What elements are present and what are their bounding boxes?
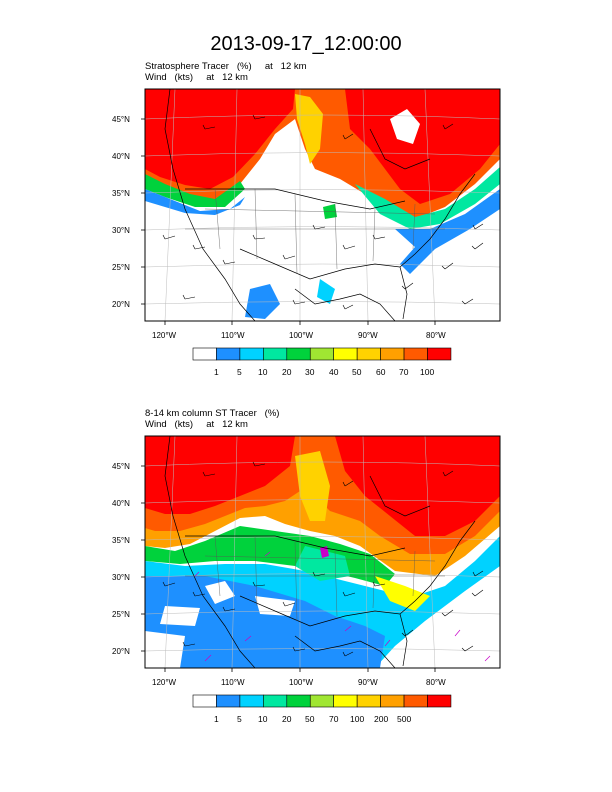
- panel2-subtitle-wind: Wind (kts) at 12 km: [145, 419, 248, 430]
- panel2-colorbar-bin-10: [427, 694, 452, 708]
- panel2-lon-label-110: 110°W: [221, 678, 245, 687]
- panel2-colorbar-bin-8: [380, 694, 405, 708]
- panel1-colorbar: [192, 347, 452, 361]
- panel1-colorbar-bin-3: [263, 347, 288, 361]
- panel1-colorbar-label: 50: [352, 367, 362, 377]
- panel1-lat-label-25: 25°N: [112, 263, 130, 272]
- panel1-lon-label-80: 80°W: [426, 331, 446, 340]
- panel2-lat-label-35: 35°N: [112, 536, 130, 545]
- panel1-colorbar-bin-1: [216, 347, 241, 361]
- panel2-map: [141, 435, 501, 672]
- panel2-colorbar-label: 20: [282, 714, 292, 724]
- panel1-lat-label-35: 35°N: [112, 189, 130, 198]
- panel2-colorbar-label: 1: [214, 714, 219, 724]
- panel2-colorbar-label: 50: [305, 714, 315, 724]
- panel2-colorbar-label: 200: [374, 714, 389, 724]
- panel2-colorbar-bin-9: [403, 694, 428, 708]
- panel1-colorbar-label: 70: [399, 367, 409, 377]
- panel1-lon-label-110: 110°W: [221, 331, 245, 340]
- figure-title: 2013-09-17_12:00:00: [210, 33, 402, 55]
- panel2-colorbar-label: 10: [258, 714, 268, 724]
- panel1-colorbar-label: 10: [258, 367, 268, 377]
- panel1-lon-label-120: 120°W: [152, 331, 177, 340]
- panel2-lon-label-80: 80°W: [426, 678, 446, 687]
- panel2-lon-label-120: 120°W: [152, 678, 177, 687]
- panel2-lat-label-45: 45°N: [112, 462, 130, 471]
- panel1-colorbar-label: 40: [329, 367, 339, 377]
- panel1-lat-label-40: 40°N: [112, 152, 130, 161]
- panel2-lon-label-90: 90°W: [358, 678, 378, 687]
- panel1-colorbar-bin-0: [192, 347, 217, 361]
- panel2-subtitle-tracer: 8-14 km column ST Tracer (%): [145, 408, 280, 419]
- panel1-lon-label-90: 90°W: [358, 331, 378, 340]
- panel1-lat-label-20: 20°N: [112, 300, 130, 309]
- panel1-colorbar-bin-5: [309, 347, 335, 361]
- panel2-lat-label-20: 20°N: [112, 647, 130, 656]
- panel1-colorbar-bin-10: [427, 347, 452, 361]
- panel2-colorbar-label: 500: [397, 714, 412, 724]
- panel2-colorbar-bin-3: [263, 694, 288, 708]
- panel1-lat-label-30: 30°N: [112, 226, 130, 235]
- panel1-colorbar-label: 20: [282, 367, 292, 377]
- panel2-lat-label-40: 40°N: [112, 499, 130, 508]
- panel2-colorbar: [192, 694, 452, 708]
- panel2-colorbar-label: 100: [350, 714, 365, 724]
- panel1-colorbar-bin-8: [380, 347, 405, 361]
- panel2-lat-label-30: 30°N: [112, 573, 130, 582]
- panel1-colorbar-bin-6: [333, 347, 358, 361]
- panel1-lat-label-45: 45°N: [112, 115, 130, 124]
- panel2-colorbar-bin-2: [239, 694, 264, 708]
- panel1-colorbar-bin-2: [239, 347, 264, 361]
- panel2-colorbar-bin-7: [356, 694, 381, 708]
- panel1-colorbar-label: 30: [305, 367, 315, 377]
- panel2-colorbar-label: 70: [329, 714, 339, 724]
- panel2-colorbar-bin-4: [286, 694, 311, 708]
- panel1-lon-label-100: 100°W: [289, 331, 314, 340]
- panel1-colorbar-label: 5: [237, 367, 242, 377]
- panel1-colorbar-bin-7: [356, 347, 381, 361]
- panel2-lon-label-100: 100°W: [289, 678, 314, 687]
- panel2-colorbar-bin-0: [192, 694, 217, 708]
- panel1-subtitle-wind: Wind (kts) at 12 km: [145, 72, 248, 83]
- panel1-colorbar-label: 100: [420, 367, 435, 377]
- panel1-colorbar-bin-9: [403, 347, 428, 361]
- panel1-colorbar-label: 1: [214, 367, 219, 377]
- panel2-colorbar-bin-6: [333, 694, 358, 708]
- panel1-colorbar-label: 60: [376, 367, 386, 377]
- panel2-colorbar-bin-5: [309, 694, 335, 708]
- panel1-colorbar-bin-4: [286, 347, 311, 361]
- panel2-lat-label-25: 25°N: [112, 610, 130, 619]
- panel1-subtitle-tracer: Stratosphere Tracer (%) at 12 km: [145, 61, 307, 72]
- panel2-colorbar-bin-1: [216, 694, 241, 708]
- panel1-map: [141, 88, 501, 325]
- panel2-colorbar-label: 5: [237, 714, 242, 724]
